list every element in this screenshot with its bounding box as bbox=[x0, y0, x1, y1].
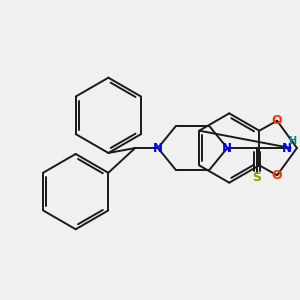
Text: S: S bbox=[253, 171, 262, 184]
Text: O: O bbox=[272, 114, 282, 127]
Text: N: N bbox=[222, 142, 232, 154]
Text: N: N bbox=[282, 142, 292, 154]
Text: N: N bbox=[153, 142, 163, 154]
Text: H: H bbox=[289, 136, 297, 146]
Text: O: O bbox=[272, 169, 282, 182]
